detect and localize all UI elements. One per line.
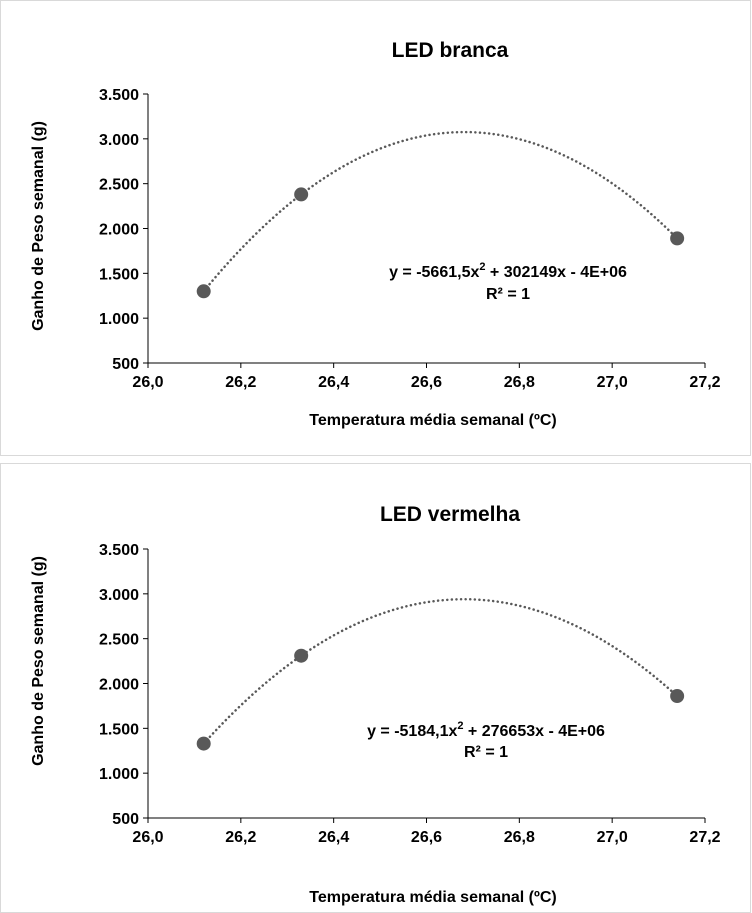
data-point <box>670 231 685 246</box>
x-tick-label: 27,0 <box>597 829 628 846</box>
equation-part-1: y = -5184,1x <box>367 723 457 740</box>
x-tick-label: 26,0 <box>132 829 163 846</box>
y-tick-label: 1.500 <box>99 266 139 283</box>
equation-exponent: 2 <box>479 261 485 273</box>
x-tick-label: 26,4 <box>318 374 349 391</box>
chart-led-vermelha: LED vermelha 26,0 26,2 26,4 26,6 26,8 27,0 27,… <box>0 463 751 913</box>
equation-part-2: + 276653x - 4E+06 <box>463 723 605 740</box>
y-tick-label: 1.500 <box>99 721 139 738</box>
chart-panel-led-branca: LED branca 26,0 26,2 26,4 26,6 26,8 27,0 27,2 5… <box>0 0 752 457</box>
equation-part-1: y = -5661,5x <box>389 264 479 281</box>
y-tick-label: 3.000 <box>99 132 139 149</box>
y-tick-label: 2.000 <box>99 677 139 694</box>
y-tick-label: 500 <box>112 811 139 828</box>
data-point <box>294 648 309 663</box>
equation-exponent: 2 <box>457 720 463 732</box>
x-tick-label: 27,2 <box>689 829 720 846</box>
y-tick-label: 2.500 <box>99 177 139 194</box>
x-tick-label: 26,4 <box>318 829 349 846</box>
x-tick-label: 26,0 <box>132 374 163 391</box>
chart-frame <box>0 0 751 456</box>
y-tick-label: 2.000 <box>99 222 139 239</box>
chart-title: LED vermelha <box>380 503 520 526</box>
x-axis-label: Temperatura média semanal (ºC) <box>309 889 556 906</box>
y-axis-label: Ganho de Peso semanal (g) <box>30 121 47 331</box>
y-axis-label: Ganho de Peso semanal (g) <box>30 556 47 766</box>
x-tick-label: 26,6 <box>411 374 442 391</box>
y-tick-label: 3.500 <box>99 542 139 559</box>
x-tick-label: 26,6 <box>411 829 442 846</box>
data-point <box>196 736 211 751</box>
trendline-equation: y = -5661,5x2 + 302149x - 4E+06 <box>389 261 627 281</box>
chart-title: LED branca <box>392 39 509 62</box>
y-tick-label: 3.000 <box>99 587 139 604</box>
chart-led-branca: LED branca 26,0 26,2 26,4 26,6 26,8 27,0 27,2 5… <box>0 0 751 456</box>
x-tick-label: 27,2 <box>689 374 720 391</box>
y-tick-label: 2.500 <box>99 632 139 649</box>
r-squared-label: R² = 1 <box>486 286 530 303</box>
x-tick-label: 26,2 <box>225 829 256 846</box>
r-squared-label: R² = 1 <box>464 744 508 761</box>
trendline <box>202 130 679 293</box>
y-tick-label: 1.000 <box>99 766 139 783</box>
y-tick-label: 1.000 <box>99 311 139 328</box>
chart-panel-led-vermelha: LED vermelha 26,0 26,2 26,4 26,6 26,8 27,0 27,… <box>0 463 752 913</box>
data-point <box>196 284 211 299</box>
y-tick-label: 500 <box>112 356 139 373</box>
chart-frame <box>0 463 751 913</box>
equation-part-2: + 302149x - 4E+06 <box>485 264 627 281</box>
x-tick-label: 26,8 <box>504 829 535 846</box>
x-tick-label: 27,0 <box>597 374 628 391</box>
x-tick-label: 26,2 <box>225 374 256 391</box>
data-point <box>294 187 309 202</box>
x-tick-label: 26,8 <box>504 374 535 391</box>
x-axis-label: Temperatura média semanal (ºC) <box>309 412 556 429</box>
y-tick-label: 3.500 <box>99 87 139 104</box>
trendline-equation: y = -5184,1x2 + 276653x - 4E+06 <box>367 720 605 740</box>
data-point <box>670 689 685 704</box>
